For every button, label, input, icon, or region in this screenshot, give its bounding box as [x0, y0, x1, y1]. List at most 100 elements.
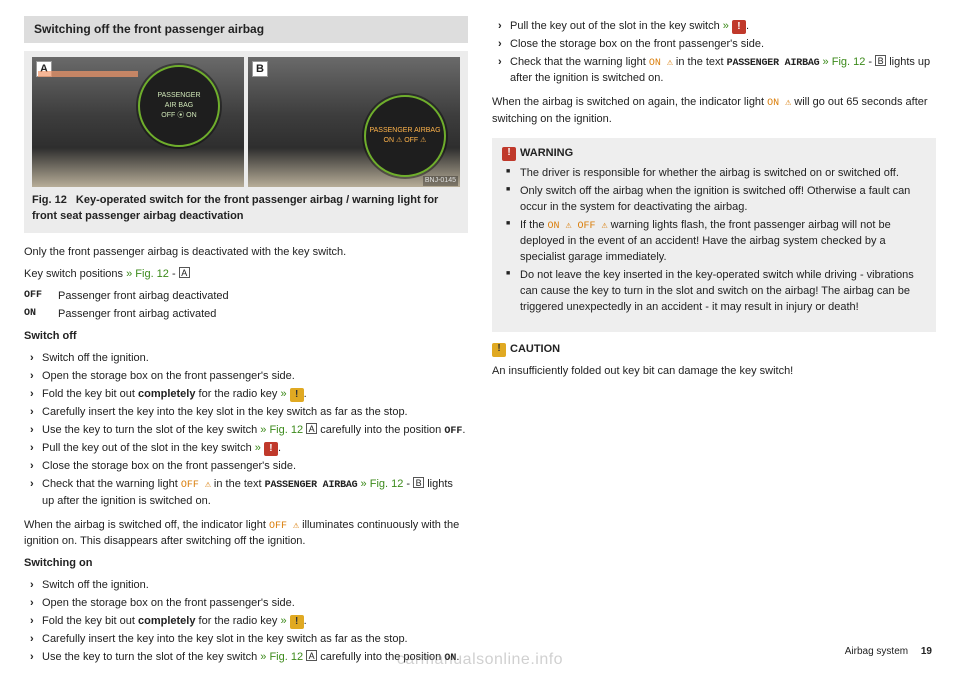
text: Fold the key bit out — [42, 615, 138, 627]
text: . — [746, 20, 749, 32]
text: in the text — [673, 56, 727, 68]
text-bold: completely — [138, 388, 195, 400]
switch-off-steps: Switch off the ignition. Open the storag… — [24, 351, 468, 510]
footer-page-number: 19 — [921, 646, 932, 657]
ref: » Fig. 12 — [823, 56, 866, 68]
caution-title-text: CAUTION — [510, 342, 560, 358]
text: If the — [520, 219, 548, 231]
ref-letter-a-icon: A — [306, 423, 317, 434]
warning-item: If the ON ⚠ OFF ⚠ warning lights flash, … — [512, 218, 926, 266]
text: for the radio key — [195, 388, 280, 400]
text: Fold the key bit out — [42, 388, 138, 400]
indicator-on-icon: ON ⚠ — [649, 58, 673, 69]
warning-item: The driver is responsible for whether th… — [512, 166, 926, 182]
on-note: When the airbag is switched on again, th… — [492, 95, 936, 127]
caution-title: ! CAUTION — [492, 342, 936, 358]
figure-caption-text: Key-operated switch for the front passen… — [32, 194, 438, 222]
off-note: When the airbag is switched off, the ind… — [24, 518, 468, 550]
switch-on-steps-cont: Pull the key out of the slot in the key … — [492, 19, 936, 87]
ref-letter-a-icon: A — [306, 650, 317, 661]
ref-letter-a-icon: A — [179, 267, 190, 278]
switch-on-step: Fold the key bit out completely for the … — [34, 614, 468, 630]
figure-images: A PASSENGER AIR BAG OFF ⦿ ON B PASSENGER… — [32, 57, 460, 187]
switch-on-heading: Switching on — [24, 556, 468, 572]
switch-on-step: Check that the warning light ON ⚠ in the… — [502, 55, 936, 87]
text: . — [462, 424, 465, 436]
code: ON — [444, 653, 456, 664]
switch-on-steps: Switch off the ignition. Open the storag… — [24, 578, 468, 666]
figure-block: A PASSENGER AIR BAG OFF ⦿ ON B PASSENGER… — [24, 51, 468, 233]
ref-letter-b-icon: B — [413, 477, 424, 488]
switch-off-step: Check that the warning light OFF ⚠ in th… — [34, 477, 468, 509]
page-footer: Airbag system 19 — [845, 645, 932, 660]
callout-a-l2: AIR BAG — [165, 101, 193, 111]
indicator-off-icon: OFF ⚠ — [269, 521, 299, 532]
decor-strip — [38, 71, 138, 77]
intro-2a: Key switch positions — [24, 268, 126, 280]
warning-badge-icon: ! — [502, 147, 516, 161]
callout-b-l1: PASSENGER AIRBAG — [369, 126, 440, 136]
text: . — [304, 388, 307, 400]
warn-badge-icon: ! — [290, 615, 304, 629]
danger-badge-icon: ! — [732, 20, 746, 34]
ref: » Fig. 12 — [361, 478, 404, 490]
intro-2b: - — [172, 268, 179, 280]
indicator-on-off-icon: ON ⚠ OFF ⚠ — [548, 221, 608, 232]
warn-badge-icon: ! — [290, 388, 304, 402]
text: Check that the warning light — [510, 56, 649, 68]
switch-off-step: Use the key to turn the slot of the key … — [34, 423, 468, 440]
section-header: Switching off the front passenger airbag — [24, 16, 468, 43]
callout-a-l1: PASSENGER — [157, 91, 200, 101]
intro-para-2: Key switch positions » Fig. 12 - A — [24, 267, 468, 283]
figure-image-a: A PASSENGER AIR BAG OFF ⦿ ON — [32, 57, 244, 187]
ref-letter-b-icon: B — [875, 55, 886, 66]
warning-box: ! WARNING The driver is responsible for … — [492, 138, 936, 332]
warning-title-text: WARNING — [520, 146, 573, 162]
text: in the text — [211, 478, 265, 490]
text: Pull the key out of the slot in the key … — [42, 442, 255, 454]
callout-a-l3: OFF ⦿ ON — [161, 111, 196, 121]
text: . — [278, 442, 281, 454]
ref: » — [280, 615, 286, 627]
warning-item: Do not leave the key inserted in the key… — [512, 268, 926, 316]
switch-off-step: Close the storage box on the front passe… — [34, 459, 468, 475]
code: OFF — [444, 426, 462, 437]
text: Use the key to turn the slot of the key … — [42, 651, 260, 663]
text: . — [456, 651, 459, 663]
callout-light-icon: PASSENGER AIRBAG ON ⚠ OFF ⚠ — [364, 95, 446, 177]
code: PASSENGER AIRBAG — [265, 480, 358, 491]
text: When the airbag is switched on again, th… — [492, 96, 767, 108]
text: . — [304, 615, 307, 627]
figure-letter-b: B — [252, 61, 268, 77]
left-column: Switching off the front passenger airbag… — [24, 16, 468, 669]
text: - — [865, 56, 875, 68]
ref: » Fig. 12 — [260, 424, 303, 436]
position-off: OFF Passenger front airbag deactivated — [24, 289, 468, 305]
switch-on-step: Switch off the ignition. — [34, 578, 468, 594]
switch-on-step: Pull the key out of the slot in the key … — [502, 19, 936, 35]
switch-off-step: Carefully insert the key into the key sl… — [34, 405, 468, 421]
switch-off-step: Open the storage box on the front passen… — [34, 369, 468, 385]
warning-title: ! WARNING — [502, 146, 926, 162]
figure-image-b: B PASSENGER AIRBAG ON ⚠ OFF ⚠ BNJ-0145 — [248, 57, 460, 187]
position-off-text: Passenger front airbag deactivated — [58, 289, 229, 305]
callout-switch-icon: PASSENGER AIR BAG OFF ⦿ ON — [138, 65, 220, 147]
footer-section: Airbag system — [845, 646, 908, 657]
right-column: Pull the key out of the slot in the key … — [492, 16, 936, 669]
position-on-text: Passenger front airbag activated — [58, 307, 216, 323]
indicator-on-icon: ON ⚠ — [767, 98, 791, 109]
callout-b-l2: ON ⚠ OFF ⚠ — [384, 136, 427, 146]
position-on-code: ON — [24, 307, 58, 323]
figure-number: Fig. 12 — [32, 194, 67, 206]
figure-caption: Fig. 12 Key-operated switch for the fron… — [32, 193, 460, 225]
switch-off-step: Pull the key out of the slot in the key … — [34, 441, 468, 457]
position-off-code: OFF — [24, 289, 58, 305]
warning-item: Only switch off the airbag when the igni… — [512, 184, 926, 216]
text: carefully into the position — [317, 424, 444, 436]
ref: » — [280, 388, 286, 400]
ref: » — [255, 442, 261, 454]
code: PASSENGER AIRBAG — [727, 58, 820, 69]
text: Check that the warning light — [42, 478, 181, 490]
switch-on-step: Use the key to turn the slot of the key … — [34, 650, 468, 667]
switch-off-step: Switch off the ignition. — [34, 351, 468, 367]
